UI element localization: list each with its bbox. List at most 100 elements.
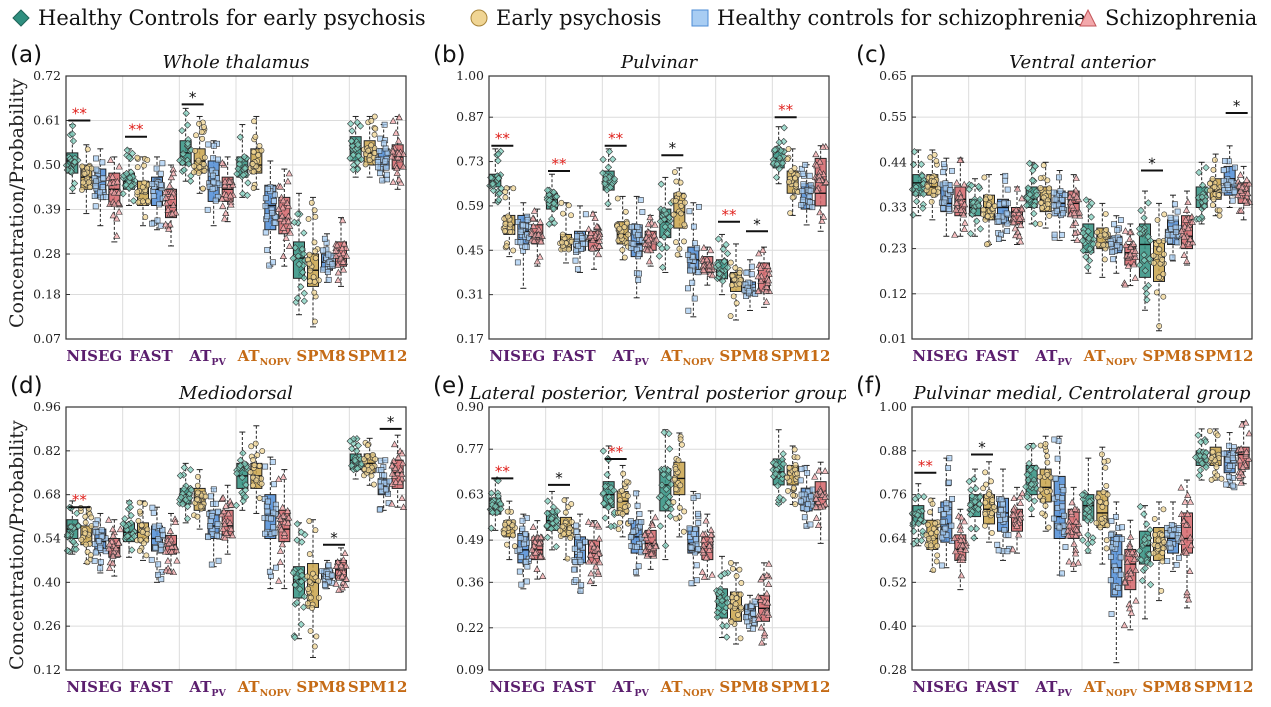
box-plot-svg: (b) Pulvinar0.170.310.450.590.730.871.00*… [433,42,830,367]
data-point-square [1062,544,1069,550]
data-point-diamond [776,154,784,162]
data-point-circle [1042,502,1049,509]
data-point-circle [201,124,207,130]
data-point-square [383,486,389,493]
data-point-triangle [106,564,114,571]
data-point-triangle [394,153,402,161]
data-point-diamond [1024,476,1032,484]
data-point-circle [615,526,622,533]
data-point-circle [306,518,313,524]
box-healthy-controls-schizophrenia [797,464,816,529]
data-point-diamond [544,497,552,505]
data-point-triangle [114,539,123,546]
box-healthy-controls-early-psychosis [289,520,309,642]
data-point-diamond [911,495,919,503]
data-point-triangle [1126,533,1135,540]
box-schizophrenia [105,156,124,243]
panel-title: Pulvinar medial, Centrolateral group [913,383,1251,404]
data-point-circle [1216,207,1223,214]
data-point-square [522,531,529,537]
data-point-diamond [967,486,975,494]
box-healthy-controls-early-psychosis [176,462,196,524]
data-point-triangle [537,552,545,560]
data-point-triangle [765,580,773,588]
data-point-square [797,477,804,484]
panel-letter: (e) [433,373,465,399]
data-point-circle [785,146,792,152]
data-point-circle [566,530,572,536]
data-point-circle [1218,475,1225,482]
data-point-square [1057,188,1064,195]
box-healthy-controls-early-psychosis [1193,161,1211,225]
data-point-diamond [1144,233,1152,241]
data-point-triangle [1177,483,1185,491]
data-point-circle [365,147,372,154]
data-point-triangle [646,543,654,550]
data-point-circle [614,195,621,202]
data-point-circle [672,466,679,473]
data-point-square [1004,220,1011,227]
data-point-circle [256,463,263,469]
data-point-diamond [488,501,496,509]
data-point-square [93,155,99,162]
data-point-square [635,231,642,238]
data-point-diamond [488,180,497,188]
data-point-triangle [1120,621,1129,629]
y-tick-label: 0.31 [456,287,484,302]
data-point-triangle [595,237,604,244]
box-healthy-controls-early-psychosis [119,499,139,558]
data-point-diamond [544,533,552,542]
panel-letter: (b) [433,42,466,68]
data-point-diamond [1143,296,1151,304]
data-point-square [1002,172,1009,179]
data-point-square [514,259,521,266]
box-early-psychosis [784,445,801,508]
data-point-circle [252,440,259,447]
data-point-square [1054,505,1061,511]
legend: Healthy Controls for early psychosis Ear… [0,0,1271,36]
data-point-square [1175,527,1182,534]
data-point-square [266,262,273,269]
data-point-square [149,181,156,188]
data-point-diamond [495,196,503,204]
data-point-circle [249,161,256,167]
box-healthy-controls-schizophrenia [1220,145,1238,208]
data-point-square [262,203,269,209]
box-healthy-controls-early-psychosis [1136,503,1155,620]
data-point-square [943,505,950,512]
data-point-diamond [1141,267,1149,275]
data-point-triangle [588,520,597,528]
data-point-triangle [757,623,765,631]
data-point-square [1005,532,1012,538]
data-point-diamond [658,481,666,489]
data-point-circle [984,241,990,248]
data-point-circle [247,469,254,476]
data-point-triangle [815,176,823,184]
data-point-triangle [756,264,764,271]
data-point-square [1108,518,1115,525]
data-point-square [93,166,100,173]
data-point-triangle [754,272,762,280]
y-tick-label: 0.50 [33,157,61,172]
data-point-diamond [179,150,187,158]
box-early-psychosis [500,185,517,258]
data-point-square [377,170,383,177]
data-point-diamond [491,502,500,510]
data-point-diamond [1079,246,1087,255]
data-point-triangle [952,205,960,213]
data-point-diamond [548,215,556,223]
data-point-diamond [1197,438,1205,446]
data-point-square [215,156,222,163]
data-point-triangle [707,530,715,538]
data-point-square [750,625,756,632]
data-point-circle [500,530,507,537]
data-point-diamond [919,204,927,212]
data-point-triangle [115,162,123,170]
data-point-circle [1208,476,1215,483]
data-point-diamond [1199,181,1207,189]
x-category-label: FAST [552,678,596,696]
data-point-triangle [815,466,823,474]
data-point-circle [732,601,739,607]
data-point-square [1168,522,1175,528]
data-point-circle [679,441,685,448]
